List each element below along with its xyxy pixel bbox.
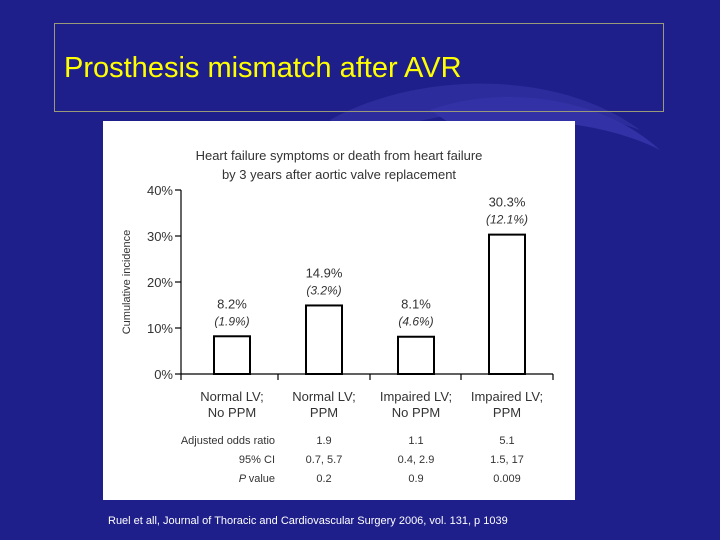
stats-cell: 0.7, 5.7 [306, 454, 343, 466]
stats-row-label: 95% CI [239, 454, 275, 466]
chart-title-line: Heart failure symptoms or death from hea… [196, 148, 483, 163]
stats-row-label-text: Adjusted odds ratio [181, 435, 275, 447]
stats-row-label: Adjusted odds ratio [181, 435, 275, 447]
slide-title: Prosthesis mismatch after AVR [64, 52, 462, 84]
y-tick-label: 10% [147, 321, 173, 336]
bar-value-label: 30.3% [489, 195, 526, 210]
chart-figure: Heart failure symptoms or death from hea… [103, 121, 575, 500]
bar-secondary-label: (4.6%) [398, 315, 433, 329]
stats-row-label-italic: P [239, 473, 249, 485]
category-label-line2: PPM [310, 405, 338, 420]
category-label-line1: Normal LV; [200, 389, 264, 404]
stats-cell: 0.9 [408, 473, 423, 485]
y-tick-label: 20% [147, 275, 173, 290]
bar-secondary-label: (12.1%) [486, 213, 528, 227]
chart-title-line: by 3 years after aortic valve replacemen… [222, 167, 456, 182]
stats-cell: 0.009 [493, 473, 521, 485]
stats-cell: 1.5, 17 [490, 454, 524, 466]
bar [213, 335, 251, 375]
stats-row-label: P value [239, 473, 275, 485]
bar [397, 335, 435, 376]
y-tick-label: 30% [147, 229, 173, 244]
title-box: Prosthesis mismatch after AVR [54, 23, 664, 112]
category-label-line2: No PPM [208, 405, 256, 420]
y-axis-label: Cumulative incidence [121, 230, 133, 335]
stats-row-label-text: 95% CI [239, 454, 275, 466]
category-label-line2: PPM [493, 405, 521, 420]
stats-cell: 0.4, 2.9 [398, 454, 435, 466]
bar-value-label: 14.9% [306, 265, 343, 280]
stats-row-label-text: value [249, 473, 275, 485]
bar-value-label: 8.2% [217, 296, 247, 311]
bar [488, 233, 526, 376]
stats-cell: 5.1 [499, 435, 514, 447]
bar-secondary-label: (1.9%) [214, 314, 249, 328]
category-label-line2: No PPM [392, 405, 440, 420]
stats-cell: 1.1 [408, 435, 423, 447]
citation: Ruel et all, Journal of Thoracic and Car… [108, 515, 508, 527]
bar-chart: Heart failure symptoms or death from hea… [121, 148, 554, 485]
bar-secondary-label: (3.2%) [306, 283, 341, 297]
stats-cell: 0.2 [316, 473, 331, 485]
y-tick-label: 40% [147, 183, 173, 198]
stats-cell: 1.9 [316, 435, 331, 447]
category-label-line1: Normal LV; [292, 389, 356, 404]
bar [305, 304, 343, 376]
category-label-line1: Impaired LV; [471, 389, 543, 404]
category-label-line1: Impaired LV; [380, 389, 452, 404]
y-tick-label: 0% [154, 367, 173, 382]
bar-value-label: 8.1% [401, 297, 431, 312]
